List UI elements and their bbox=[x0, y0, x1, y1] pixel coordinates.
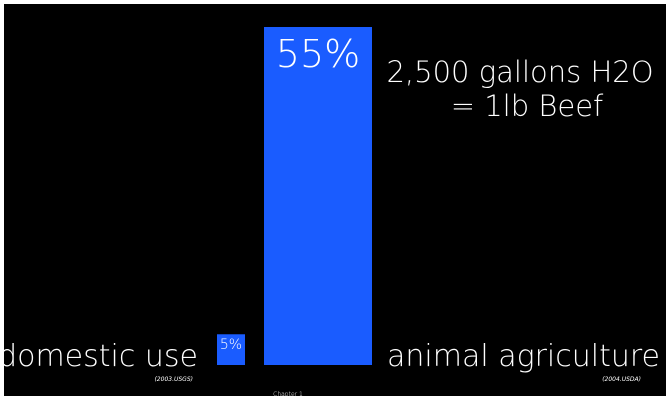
annotation-line: 2,500 gallons H2O bbox=[386, 55, 653, 89]
bar bbox=[264, 27, 372, 365]
bar bbox=[217, 334, 245, 365]
annotation-line: = 1lb Beef bbox=[451, 89, 604, 123]
source-label: (2003.USGS) bbox=[154, 376, 193, 383]
footer: Chapter 1 bbox=[273, 391, 303, 398]
value-label: 55% bbox=[276, 32, 360, 76]
source-label: (2004.USDA) bbox=[602, 376, 641, 383]
category-label: domestic use bbox=[0, 339, 198, 374]
value-label: 5% bbox=[220, 337, 242, 353]
category-label: animal agriculture bbox=[387, 339, 660, 374]
